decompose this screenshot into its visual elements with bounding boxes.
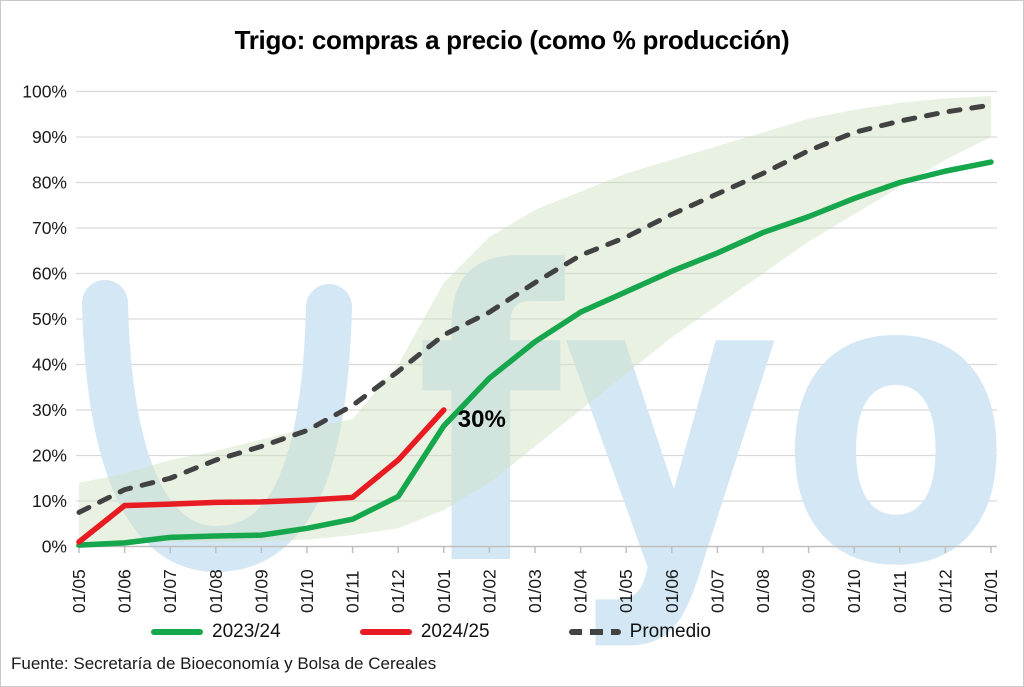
x-axis-label: 01/04: [571, 569, 591, 613]
x-axis-label: 01/10: [844, 569, 864, 613]
legend-item-promedio: Promedio: [568, 621, 711, 643]
source-note: Fuente: Secretaría de Bioeconomía y Bols…: [11, 654, 437, 673]
x-axis-label: 01/07: [160, 569, 180, 613]
watermark-logo: fyo: [416, 189, 1011, 654]
y-axis-label: 100%: [22, 82, 67, 102]
y-axis-label: 40%: [32, 355, 67, 375]
y-axis-label: 0%: [42, 537, 67, 557]
x-axis-label: 01/12: [388, 569, 408, 613]
y-axis-label: 70%: [32, 218, 67, 238]
x-axis-label: 01/05: [616, 569, 636, 613]
x-axis-label: 01/01: [434, 569, 454, 613]
x-axis-label: 01/09: [799, 569, 819, 613]
y-axis-label: 50%: [32, 309, 67, 329]
legend-line-2024-25-swatch: [359, 629, 412, 635]
series-line-2024-25: [76, 407, 447, 545]
chart-legend: 2023/24 2024/25 Promedio: [151, 621, 711, 643]
legend-label-promedio: Promedio: [629, 621, 711, 642]
x-axis-label: 01/08: [206, 569, 226, 613]
x-axis-label: 01/07: [707, 569, 727, 613]
chart-title: Trigo: compras a precio (como % producci…: [234, 25, 790, 55]
legend-line-2023-24-swatch: [151, 629, 203, 635]
legend-line-promedio-swatch: [568, 629, 621, 635]
y-axis-label: 10%: [32, 491, 67, 511]
x-axis-label: 01/05: [69, 569, 89, 613]
y-axis-label: 80%: [32, 173, 67, 193]
series-line-2023-24: [76, 159, 994, 548]
x-axis-label: 01/10: [297, 569, 317, 613]
x-axis-label: 01/06: [115, 569, 135, 613]
y-axis-label: 20%: [32, 446, 67, 466]
y-axis-label: 60%: [32, 264, 67, 284]
x-axis-label: 01/08: [753, 569, 773, 613]
x-axis-label: 01/06: [662, 569, 682, 613]
x-axis-label: 01/11: [343, 571, 363, 614]
x-axis-label: 01/01: [981, 569, 1001, 613]
x-axis-label: 01/02: [479, 569, 499, 613]
annotation-30pct: 30%: [458, 406, 506, 433]
x-axis-label: 01/11: [890, 571, 910, 614]
series-line-promedio: [76, 102, 994, 515]
x-axis-label: 01/03: [525, 569, 545, 613]
x-axis-label: 01/12: [935, 569, 955, 613]
legend-label-2023-24: 2023/24: [212, 621, 281, 642]
y-axis-label: 90%: [32, 127, 67, 147]
legend-item-2023-24: 2023/24: [151, 621, 281, 643]
y-axis-label: 30%: [32, 400, 67, 420]
x-axis-label: 01/09: [251, 569, 271, 613]
legend-label-2024-25: 2024/25: [420, 621, 490, 642]
legend-item-2024-25: 2024/25: [359, 621, 490, 643]
